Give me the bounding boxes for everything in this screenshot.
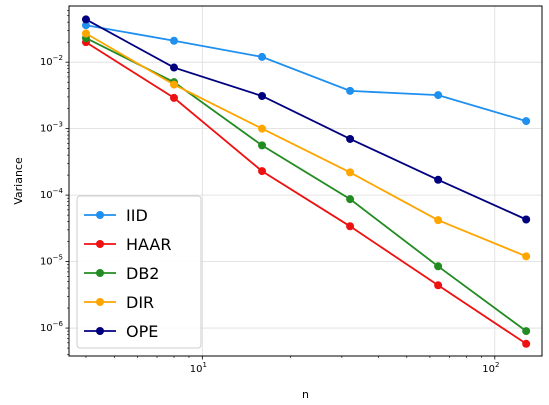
data-point bbox=[258, 91, 267, 100]
legend-item: IID bbox=[84, 206, 148, 225]
y-tick-label: 10−5 bbox=[40, 254, 63, 268]
data-point bbox=[170, 80, 179, 89]
plot-frame bbox=[68, 5, 543, 357]
data-point bbox=[346, 195, 355, 204]
series-dir bbox=[81, 29, 531, 261]
data-point bbox=[434, 262, 443, 271]
legend-item: HAAR bbox=[84, 235, 171, 254]
x-tick-label: 102 bbox=[482, 361, 499, 375]
series-line bbox=[85, 32, 527, 258]
y-axis-label: Variance bbox=[12, 157, 25, 205]
data-point bbox=[434, 91, 443, 100]
y-tick-label: 10−3 bbox=[40, 121, 63, 135]
legend-box bbox=[76, 195, 202, 349]
data-point bbox=[522, 215, 531, 224]
data-series bbox=[81, 15, 531, 348]
data-point bbox=[434, 175, 443, 184]
series-haar bbox=[81, 38, 531, 348]
data-point bbox=[258, 141, 267, 150]
data-point bbox=[434, 216, 443, 225]
data-point bbox=[522, 252, 531, 261]
data-point bbox=[258, 52, 267, 61]
data-point bbox=[434, 281, 443, 290]
y-tick-label: 10−6 bbox=[40, 320, 64, 334]
series-ope bbox=[81, 15, 531, 224]
legend: IID HAAR DB2 DIR OPE bbox=[76, 195, 202, 349]
legend-label: IID bbox=[126, 206, 148, 225]
data-point bbox=[522, 339, 531, 348]
data-point bbox=[346, 134, 355, 143]
legend-swatch-marker bbox=[96, 240, 104, 248]
data-point bbox=[346, 168, 355, 177]
data-point bbox=[170, 93, 179, 102]
x-tick-label: 101 bbox=[190, 361, 207, 375]
data-point bbox=[346, 222, 355, 231]
data-point bbox=[81, 21, 90, 30]
y-tick-label: 10−4 bbox=[40, 187, 64, 201]
y-tick-label: 10−2 bbox=[40, 54, 63, 68]
data-point bbox=[258, 124, 267, 133]
legend-swatch-marker bbox=[96, 298, 104, 306]
legend-label: OPE bbox=[126, 322, 158, 341]
data-point bbox=[522, 117, 531, 126]
data-point bbox=[170, 36, 179, 45]
legend-label: HAAR bbox=[126, 235, 171, 254]
data-point bbox=[170, 63, 179, 72]
x-axis-label: n bbox=[302, 388, 309, 401]
legend-swatch-marker bbox=[96, 269, 104, 277]
data-point bbox=[81, 15, 90, 24]
legend-item: DIR bbox=[84, 293, 154, 312]
data-point bbox=[346, 86, 355, 95]
series-iid bbox=[81, 21, 531, 126]
series-line bbox=[85, 18, 527, 221]
data-point bbox=[258, 167, 267, 176]
data-point bbox=[81, 29, 90, 38]
series-line bbox=[85, 37, 527, 332]
series-line bbox=[85, 41, 527, 345]
legend-swatch-marker bbox=[96, 327, 104, 335]
data-point bbox=[522, 327, 531, 336]
legend-label: DIR bbox=[126, 293, 154, 312]
series-line bbox=[85, 24, 527, 122]
axis-ticks: 10−6 10−5 10−4 10−3 10−2 101 102 bbox=[40, 10, 499, 375]
legend-swatch-marker bbox=[96, 211, 104, 219]
legend-label: DB2 bbox=[126, 264, 159, 283]
legend-item: DB2 bbox=[84, 264, 159, 283]
legend-item: OPE bbox=[84, 322, 158, 341]
